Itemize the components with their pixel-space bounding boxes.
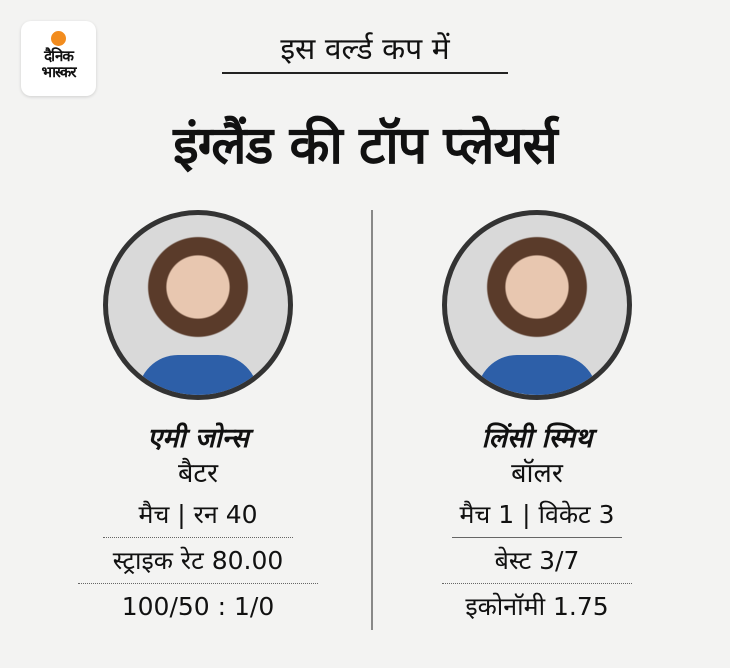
subtitle: इस वर्ल्ड कप में [222, 28, 508, 74]
stat-2: स्ट्राइक रेट 80.00 [78, 538, 318, 584]
dainik-bhaskar-logo: दैनिक भास्कर [21, 21, 96, 96]
player-role: बॉलर [511, 458, 563, 489]
player-card-2: लिंसी स्मिथ बॉलर मैच 1 | विकेट 3 बेस्ट 3… [387, 205, 687, 629]
stat-1: मैच 1 | विकेट 3 [452, 492, 622, 538]
player-role: बैटर [177, 458, 219, 489]
stat-3: इकोनॉमी 1.75 [465, 592, 609, 621]
page-title: इंग्लैंड की टॉप प्लेयर्स [173, 116, 558, 176]
stat-3: 100/50 : 1/0 [121, 592, 275, 621]
logo-line2: भास्कर [41, 63, 77, 81]
player-photo [442, 210, 632, 400]
divider [371, 210, 373, 630]
stat-2: बेस्ट 3/7 [442, 538, 632, 584]
player-name: लिंसी स्मिथ [481, 423, 593, 454]
player-name: एमी जोन्स [147, 423, 249, 454]
player-photo [103, 210, 293, 400]
stat-1: मैच | रन 40 [103, 492, 293, 538]
sun-icon [51, 31, 66, 46]
player-card-1: एमी जोन्स बैटर मैच | रन 40 स्ट्राइक रेट … [48, 205, 348, 629]
logo-line1: दैनिक [44, 47, 74, 65]
